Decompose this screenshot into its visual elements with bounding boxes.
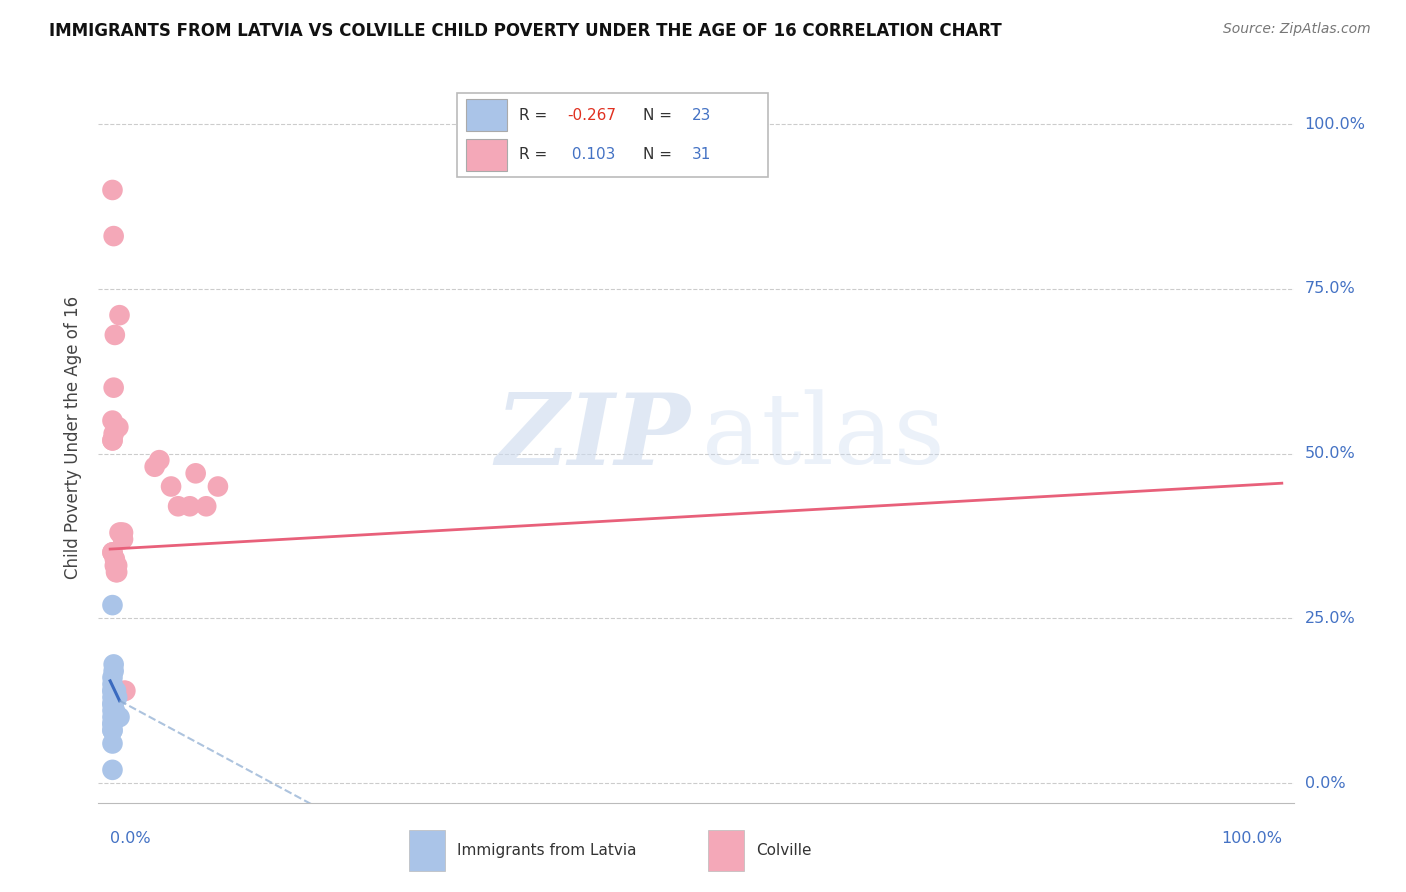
- Point: [101, 737, 124, 751]
- Point: [167, 500, 190, 514]
- Point: [101, 704, 124, 718]
- Point: [207, 479, 229, 493]
- Text: 100.0%: 100.0%: [1305, 117, 1365, 132]
- Point: [101, 683, 124, 698]
- Point: [101, 710, 124, 724]
- Text: 50.0%: 50.0%: [1305, 446, 1355, 461]
- Y-axis label: Child Poverty Under the Age of 16: Child Poverty Under the Age of 16: [65, 295, 83, 579]
- Point: [103, 697, 125, 711]
- Text: 0.0%: 0.0%: [1305, 775, 1346, 790]
- Point: [108, 525, 131, 540]
- Point: [104, 558, 127, 573]
- Text: 75.0%: 75.0%: [1305, 281, 1355, 296]
- Point: [148, 453, 170, 467]
- Point: [101, 763, 124, 777]
- Point: [103, 426, 125, 441]
- Point: [101, 716, 124, 731]
- Point: [101, 434, 124, 448]
- Point: [184, 467, 207, 481]
- Point: [107, 420, 129, 434]
- Text: ZIP: ZIP: [495, 389, 690, 485]
- Point: [104, 704, 127, 718]
- Point: [101, 545, 124, 559]
- Text: atlas: atlas: [702, 389, 945, 485]
- Point: [108, 308, 131, 322]
- Point: [104, 552, 127, 566]
- Point: [110, 525, 132, 540]
- Point: [101, 723, 124, 738]
- Point: [160, 479, 183, 493]
- Point: [104, 327, 127, 342]
- Point: [101, 598, 124, 612]
- Point: [114, 683, 136, 698]
- Point: [101, 683, 124, 698]
- Point: [101, 716, 124, 731]
- Point: [101, 697, 124, 711]
- Point: [105, 558, 128, 573]
- Point: [103, 229, 125, 244]
- Point: [101, 545, 124, 559]
- Point: [103, 381, 125, 395]
- Point: [101, 671, 124, 685]
- Point: [112, 683, 135, 698]
- Point: [101, 414, 124, 428]
- Text: Source: ZipAtlas.com: Source: ZipAtlas.com: [1223, 22, 1371, 37]
- Text: 100.0%: 100.0%: [1220, 830, 1282, 846]
- Point: [112, 533, 135, 547]
- Point: [101, 690, 124, 705]
- Point: [101, 677, 124, 691]
- Point: [108, 710, 131, 724]
- Text: 25.0%: 25.0%: [1305, 611, 1355, 626]
- Point: [195, 500, 218, 514]
- Text: 0.0%: 0.0%: [110, 830, 150, 846]
- Point: [179, 500, 201, 514]
- Point: [143, 459, 166, 474]
- Point: [112, 525, 135, 540]
- Point: [105, 683, 128, 698]
- Point: [101, 183, 124, 197]
- Point: [105, 565, 128, 579]
- Point: [105, 565, 128, 579]
- Point: [105, 690, 128, 705]
- Point: [103, 657, 125, 672]
- Point: [101, 723, 124, 738]
- Point: [101, 697, 124, 711]
- Point: [101, 434, 124, 448]
- Text: IMMIGRANTS FROM LATVIA VS COLVILLE CHILD POVERTY UNDER THE AGE OF 16 CORRELATION: IMMIGRANTS FROM LATVIA VS COLVILLE CHILD…: [49, 22, 1002, 40]
- Point: [103, 664, 125, 678]
